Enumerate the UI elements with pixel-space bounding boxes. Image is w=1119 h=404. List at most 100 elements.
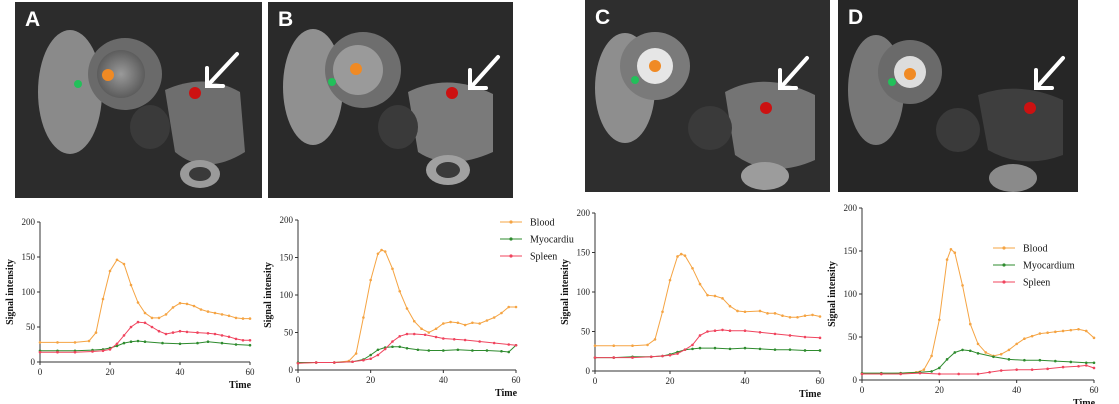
- chart-a: 0 50 100 150 200 0 20 40 60 Signal intensity Time: [5, 217, 255, 391]
- y-axis-title: Signal intensity: [827, 261, 838, 327]
- x-tick-label: 0: [38, 367, 43, 377]
- x-tick-label: 60: [512, 375, 522, 385]
- myocardium-data-point: [743, 346, 747, 350]
- y-tick-label: 150: [22, 252, 36, 262]
- blood-data-point: [1069, 328, 1073, 332]
- myocardium-data-point: [398, 345, 402, 349]
- spleen-legend-marker: [509, 254, 513, 258]
- spleen-data-point: [668, 353, 672, 357]
- blood-data-point: [953, 251, 957, 255]
- blood-roi-marker: [350, 63, 362, 75]
- spleen-data-point: [899, 372, 902, 376]
- mri-panel-d: D: [838, 0, 1078, 192]
- myocardium-data-point: [773, 348, 777, 351]
- blood-data-point: [698, 282, 702, 286]
- spleen-data-point: [706, 330, 709, 333]
- arrow-icon: [1034, 56, 1065, 90]
- spleen-series-line: [862, 364, 1095, 375]
- arrow-icon: [205, 52, 239, 88]
- blood-data-point: [391, 267, 394, 271]
- blood-data-point: [679, 252, 683, 256]
- spleen-data-point: [171, 331, 175, 334]
- spleen-roi-marker: [446, 87, 458, 99]
- spleen-data-point: [434, 335, 438, 339]
- blood-data-point: [449, 320, 452, 324]
- panel-label: D: [848, 6, 864, 29]
- myocardium-data-point: [945, 358, 949, 361]
- spleen-data-point: [452, 337, 456, 341]
- spleen-data-point: [213, 332, 217, 336]
- myocardium-data-point: [500, 349, 503, 353]
- myocardium-data-point: [1069, 360, 1073, 364]
- blood-data-point: [984, 351, 988, 354]
- spleen-data-point: [728, 329, 732, 333]
- spleen-data-point: [988, 370, 991, 374]
- y-tick-label: 0: [586, 366, 591, 376]
- blood-data-point: [796, 315, 799, 319]
- blood-data-point: [976, 342, 980, 346]
- spleen-data-point: [391, 340, 394, 343]
- blood-data-point: [427, 331, 431, 334]
- spleen-data-point: [788, 334, 792, 337]
- spleen-data-point: [698, 334, 702, 337]
- panel-label: B: [278, 8, 294, 31]
- blood-data-point: [1077, 327, 1080, 331]
- blood-data-point: [199, 308, 203, 311]
- spleen-data-point: [649, 355, 653, 359]
- blood-data-point: [185, 302, 189, 306]
- spleen-data-point: [514, 343, 518, 347]
- spleen-data-point: [1015, 368, 1018, 371]
- blood-data-point: [129, 283, 133, 287]
- blood-series-line: [40, 259, 250, 343]
- blood-data-point: [968, 322, 972, 326]
- blood-data-point: [248, 317, 252, 320]
- myocardium-data-point: [953, 351, 957, 354]
- mri-panel-a: A: [15, 2, 262, 198]
- chart-d: 0 50 100 150 200 0 20 40 60 Signal intensity Time B…: [827, 203, 1099, 404]
- x-tick-label: 0: [860, 385, 865, 395]
- spleen-data-point: [369, 357, 372, 361]
- myocardium-data-point: [234, 343, 238, 346]
- myocardium-legend-marker: [1002, 263, 1006, 267]
- panel-label: C: [595, 6, 611, 29]
- blood-data-point: [938, 318, 941, 322]
- blood-data-point: [758, 309, 762, 313]
- myocardium-data-point: [206, 340, 210, 343]
- blood-data-point: [1007, 348, 1011, 352]
- spleen-data-point: [860, 372, 864, 376]
- blood-data-point: [612, 344, 616, 348]
- spleen-data-point: [803, 335, 807, 339]
- spleen-data-point: [938, 372, 941, 376]
- spleen-data-point: [423, 333, 427, 337]
- blood-data-point: [676, 255, 679, 258]
- spleen-data-point: [101, 349, 105, 353]
- myocardium-series-line: [595, 347, 820, 359]
- y-tick-label: 0: [31, 357, 36, 367]
- spleen-data-point: [676, 352, 679, 355]
- spleen-data-point: [1046, 367, 1049, 371]
- spleen-legend-label: Spleen: [530, 252, 557, 263]
- y-tick-label: 0: [853, 375, 858, 385]
- y-tick-label: 100: [577, 287, 591, 297]
- myocardium-legend-label: Myocardium: [1023, 261, 1075, 272]
- myocardium-roi-marker: [328, 78, 336, 86]
- blood-data-point: [668, 278, 672, 282]
- myocardium-data-point: [178, 342, 182, 346]
- spleen-data-point: [38, 350, 42, 354]
- spleen-legend-label: Spleen: [1023, 278, 1050, 289]
- myocardium-data-point: [456, 348, 460, 352]
- blood-data-point: [1054, 330, 1057, 334]
- blood-data-point: [507, 305, 511, 309]
- spleen-data-point: [248, 339, 252, 342]
- arrow-icon: [778, 56, 809, 90]
- x-tick-label: 20: [106, 367, 116, 377]
- spleen-data-point: [1092, 366, 1096, 370]
- spleen-data-point: [405, 332, 409, 336]
- spleen-data-point: [376, 353, 380, 357]
- blood-data-point: [999, 352, 1003, 356]
- myocardium-data-point: [691, 347, 694, 351]
- blood-data-point: [376, 252, 380, 256]
- spleen-data-point: [143, 321, 147, 325]
- spleen-data-point: [296, 361, 300, 365]
- blood-data-point: [362, 316, 365, 319]
